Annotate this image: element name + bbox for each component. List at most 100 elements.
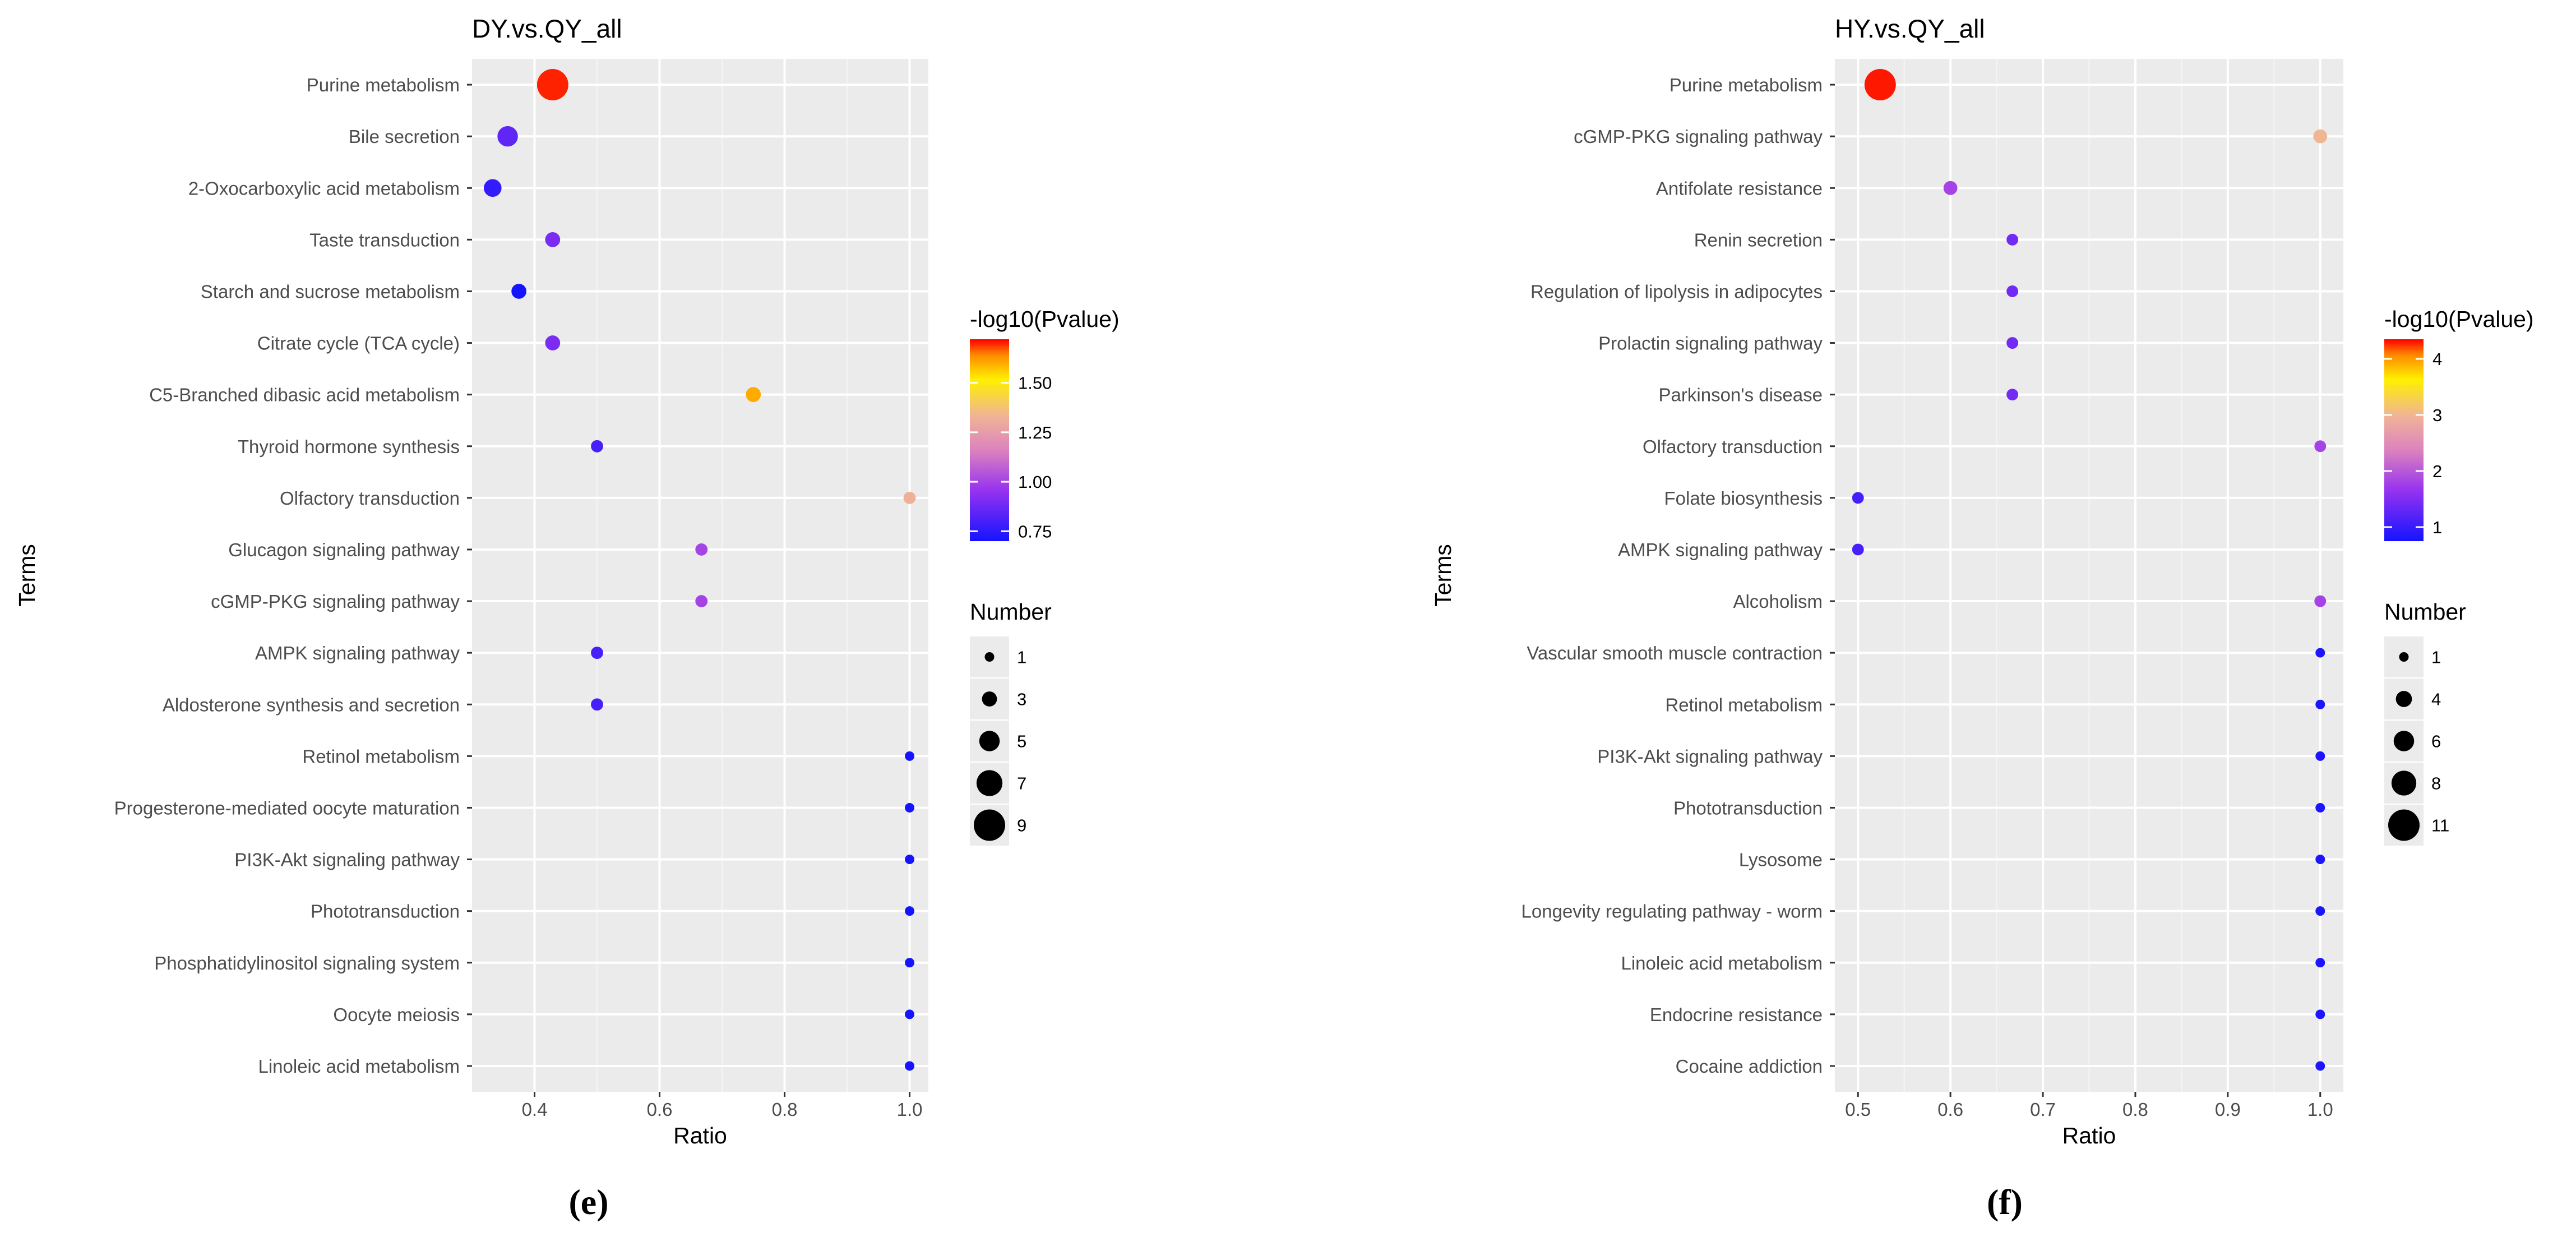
data-point <box>2006 389 2019 401</box>
y-tick-label: Endocrine resistance <box>1650 1004 1823 1025</box>
panel-caption: (f) <box>1987 1182 2023 1222</box>
y-tick-label: Olfactory transduction <box>280 488 460 509</box>
size-legend-label: 6 <box>2431 732 2441 751</box>
size-legend-label: 3 <box>1017 690 1026 709</box>
data-point <box>545 335 561 350</box>
size-legend-title: Number <box>2384 599 2466 625</box>
data-point <box>695 595 708 607</box>
data-point <box>905 1061 915 1071</box>
colorbar <box>970 339 1009 541</box>
size-legend-dot <box>2391 770 2417 796</box>
data-point <box>905 855 915 865</box>
x-tick-label: 0.5 <box>1845 1099 1871 1120</box>
y-tick-label: C5-Branched dibasic acid metabolism <box>149 385 460 405</box>
x-tick-label: 0.7 <box>2030 1099 2056 1120</box>
panel-hy-vs-qy: 0.5 0.6 0.7 0.8 0.9 1.0 Purine metabolism cGMP-… <box>1430 14 2534 1222</box>
data-point <box>903 491 916 504</box>
y-tick-label: Linoleic acid metabolism <box>258 1056 460 1077</box>
y-tick-label: Alcoholism <box>1733 591 1823 612</box>
data-point <box>905 958 915 968</box>
data-point <box>1943 181 1958 195</box>
y-tick-label: Retinol metabolism <box>1665 694 1823 715</box>
y-tick-label: Linoleic acid metabolism <box>1621 953 1823 973</box>
size-legend-label: 11 <box>2431 816 2449 836</box>
size-legend-label: 1 <box>2431 648 2441 667</box>
size-legend-dot <box>979 731 1000 751</box>
y-tick-label: Retinol metabolism <box>302 746 460 767</box>
y-tick-label: Starch and sucrose metabolism <box>201 281 460 302</box>
x-tick-label: 0.6 <box>647 1099 673 1120</box>
x-tick-label: 0.9 <box>2215 1099 2241 1120</box>
colorbar-label: 3 <box>2432 405 2442 425</box>
data-point <box>746 387 761 403</box>
size-legend-title: Number <box>970 599 1052 625</box>
x-tick-label: 1.0 <box>897 1099 923 1120</box>
colorbar-label: 1.00 <box>1018 472 1052 492</box>
colorbar-label: 0.75 <box>1018 522 1052 541</box>
data-point <box>2313 129 2328 144</box>
colorbar-label: 2 <box>2432 462 2442 481</box>
y-tick-label: Thyroid hormone synthesis <box>238 436 460 457</box>
size-legend-dot <box>974 809 1005 841</box>
size-legend-label: 4 <box>2431 690 2441 709</box>
y-tick-label: Regulation of lipolysis in adipocytes <box>1530 281 1823 302</box>
y-tick-label: Renin secretion <box>1694 229 1823 250</box>
chart-title: HY.vs.QY_all <box>1835 14 1985 43</box>
size-legend-label: 1 <box>1017 648 1026 667</box>
y-tick-label: Phosphatidylinositol signaling system <box>154 953 460 973</box>
data-point <box>511 284 527 299</box>
y-tick-label: Bile secretion <box>349 126 460 147</box>
y-tick-label: cGMP-PKG signaling pathway <box>211 591 460 612</box>
data-point <box>2314 440 2327 453</box>
data-point <box>591 440 603 453</box>
chart-title: DY.vs.QY_all <box>472 14 622 43</box>
y-tick-label: Prolactin signaling pathway <box>1598 333 1823 354</box>
color-legend-title: -log10(Pvalue) <box>2384 306 2534 332</box>
data-point <box>905 802 915 813</box>
y-tick-label: Glucagon signaling pathway <box>228 539 460 560</box>
y-tick-label: Purine metabolism <box>1669 75 1823 95</box>
data-point <box>2315 1061 2325 1071</box>
size-legend-label: 7 <box>1017 774 1026 793</box>
y-tick-label: Folate biosynthesis <box>1664 488 1823 509</box>
panel-caption: (e) <box>568 1182 608 1222</box>
y-tick-label: PI3K-Akt signaling pathway <box>1597 746 1823 767</box>
x-tick-label: 0.8 <box>2122 1099 2148 1120</box>
size-legend-label: 8 <box>2431 774 2441 793</box>
data-point <box>2315 751 2325 761</box>
x-axis-title: Ratio <box>2062 1123 2116 1148</box>
size-legend-label: 5 <box>1017 732 1026 751</box>
y-tick-label: Purine metabolism <box>307 75 460 95</box>
y-tick-label: cGMP-PKG signaling pathway <box>1574 126 1823 147</box>
y-tick-label: AMPK signaling pathway <box>1618 539 1823 560</box>
data-point <box>2006 285 2019 297</box>
y-tick-label: Progesterone-mediated oocyte maturation <box>114 797 460 818</box>
x-tick-label: 1.0 <box>2307 1099 2333 1120</box>
y-tick-label: Taste transduction <box>309 229 460 250</box>
data-point <box>483 179 502 197</box>
y-tick-label: Vascular smooth muscle contraction <box>1527 643 1823 663</box>
x-tick-label: 0.8 <box>772 1099 798 1120</box>
y-tick-label: Phototransduction <box>311 901 460 922</box>
data-point <box>1864 69 1896 101</box>
size-legend-dot <box>982 691 997 707</box>
colorbar-label: 4 <box>2432 349 2442 369</box>
data-point <box>2006 233 2019 246</box>
data-point <box>2315 906 2325 916</box>
y-tick-label: PI3K-Akt signaling pathway <box>234 850 460 870</box>
data-point <box>1852 492 1864 504</box>
data-point <box>545 232 561 247</box>
colorbar-label: 1 <box>2432 518 2442 537</box>
data-point <box>2315 958 2325 968</box>
data-point <box>905 751 915 761</box>
data-point <box>905 906 915 916</box>
data-point <box>695 543 708 556</box>
data-point <box>2315 802 2325 813</box>
colorbar <box>2384 339 2424 541</box>
data-point <box>2315 648 2325 658</box>
y-tick-label: Longevity regulating pathway - worm <box>1521 901 1823 922</box>
data-point <box>591 698 603 711</box>
plot-background <box>472 59 928 1092</box>
